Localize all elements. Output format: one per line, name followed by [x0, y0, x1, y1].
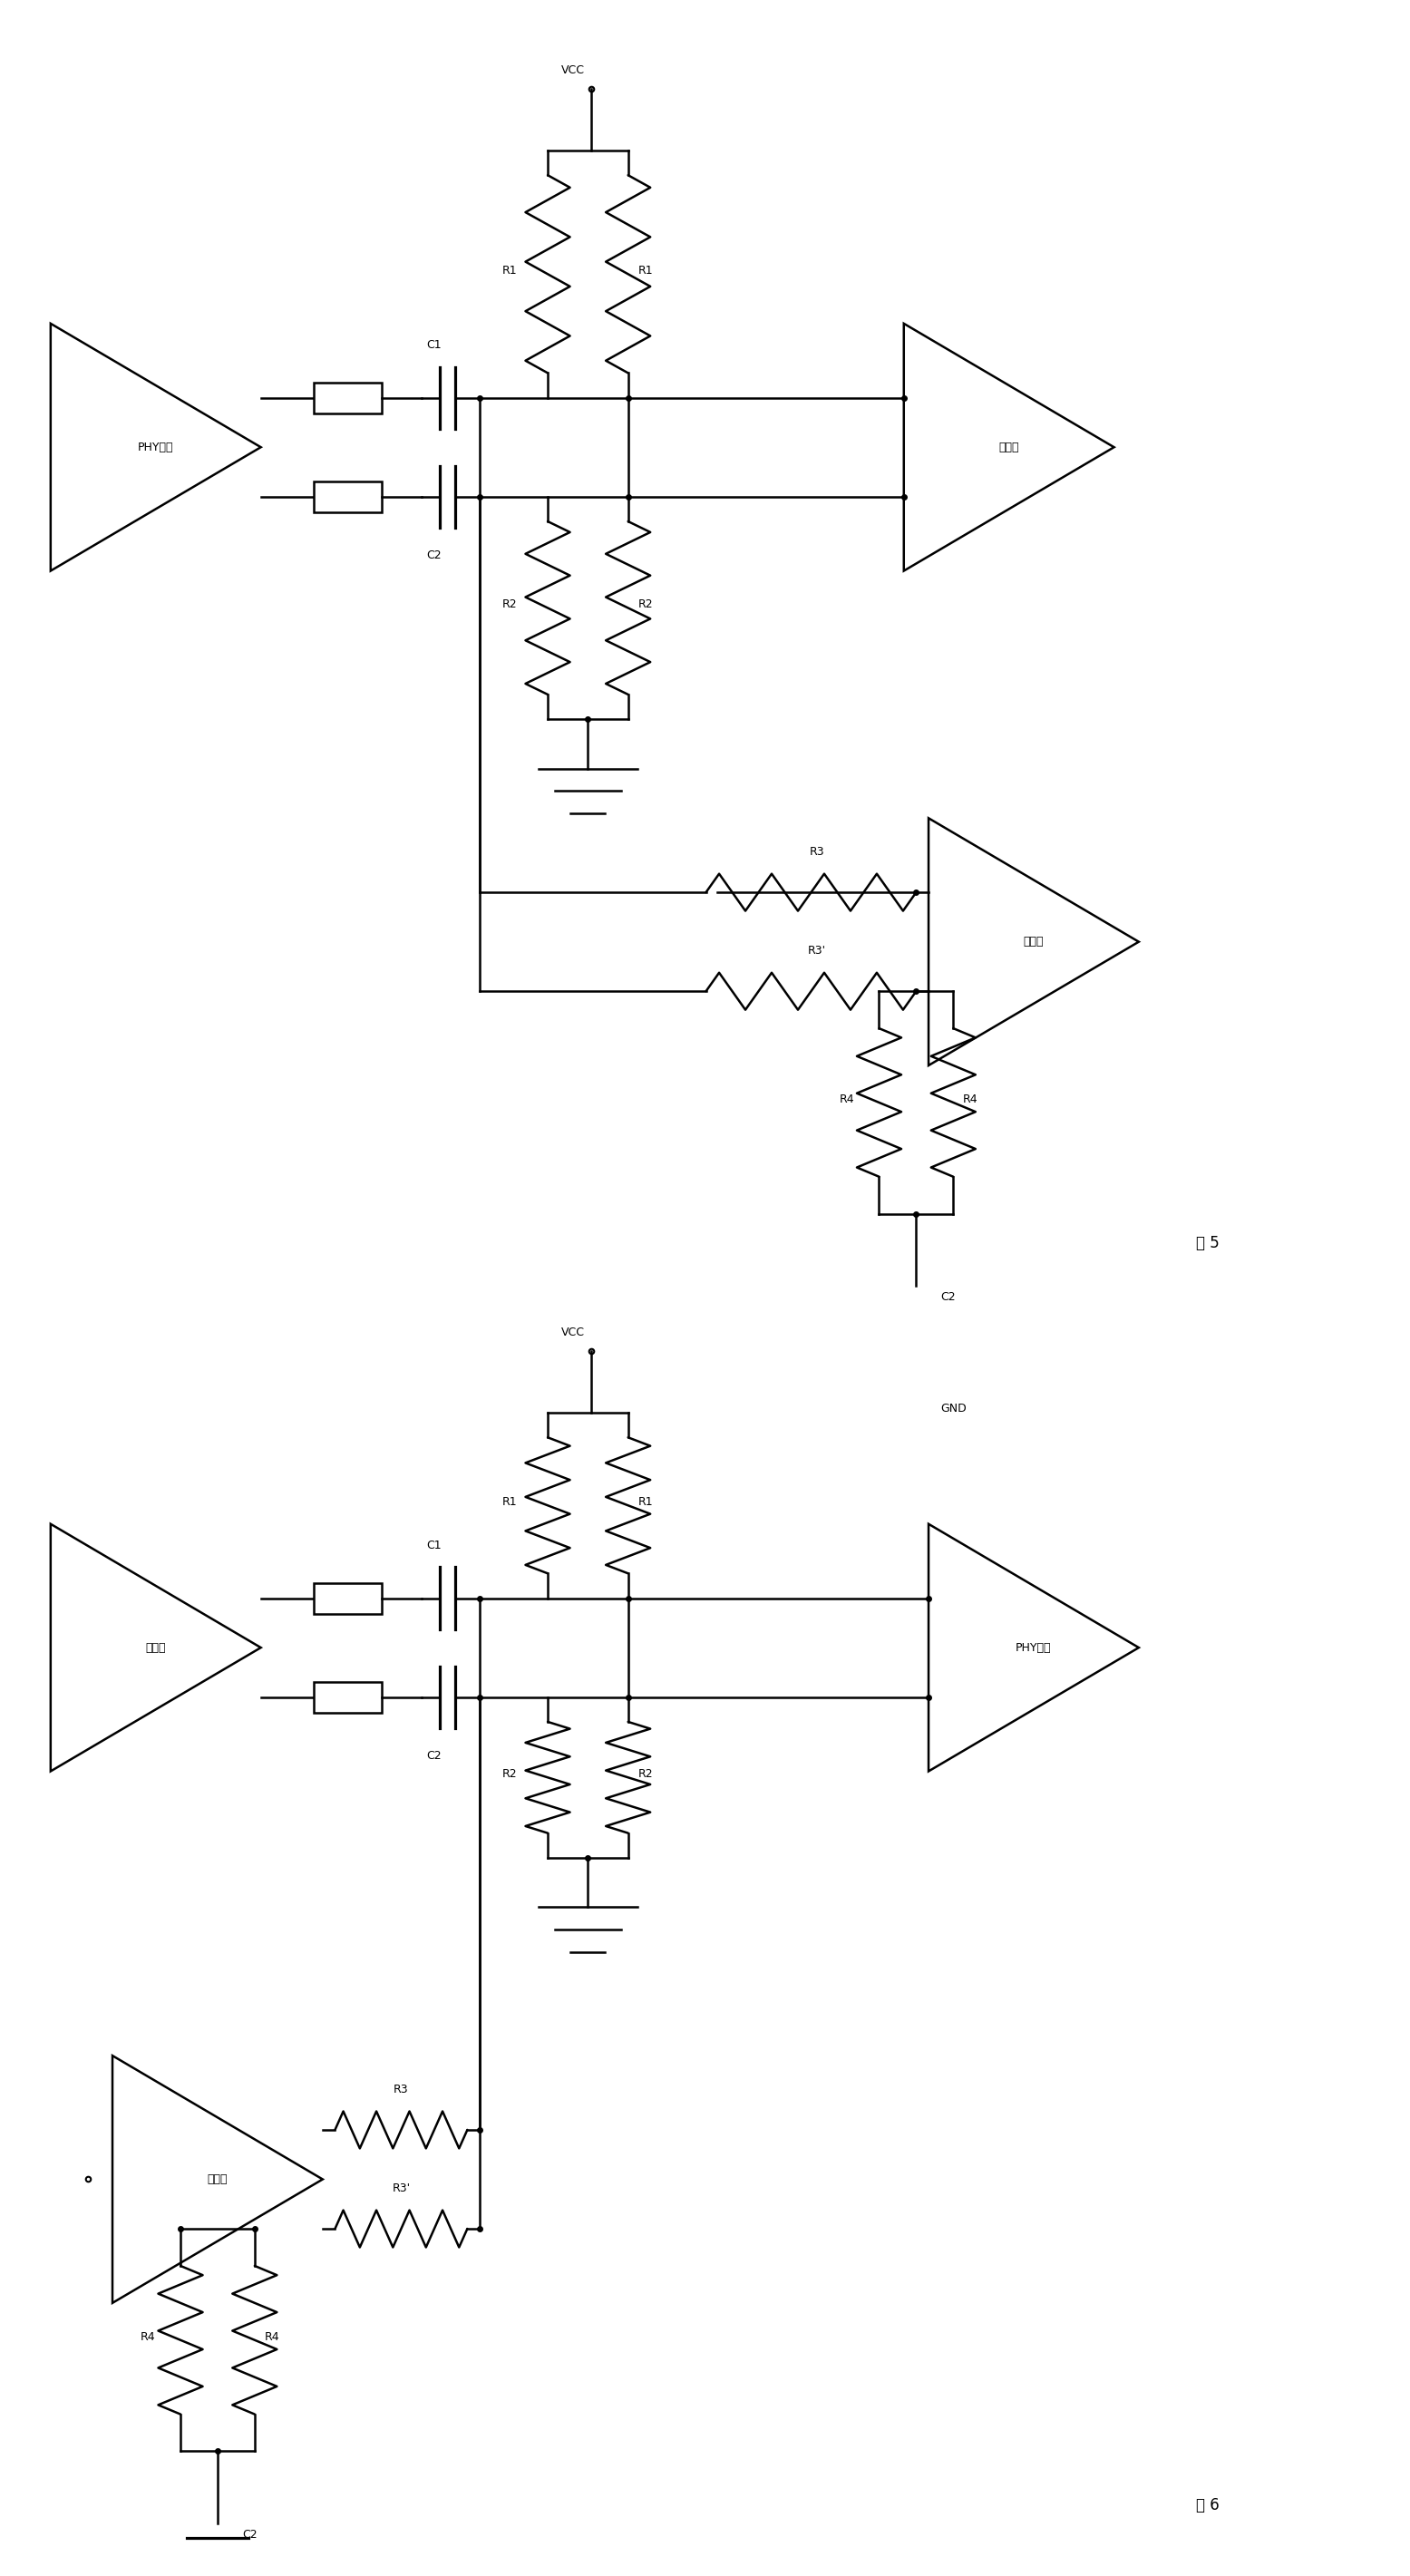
Text: R4: R4: [839, 1092, 854, 1105]
Text: GND: GND: [940, 1401, 967, 1414]
Text: R3: R3: [809, 845, 825, 858]
Text: PHY芯片: PHY芯片: [1015, 1641, 1052, 1654]
Text: R3': R3': [808, 945, 826, 956]
Text: 光模块: 光模块: [998, 440, 1019, 453]
Text: VCC: VCC: [561, 64, 585, 77]
Text: 图 6: 图 6: [1196, 2496, 1220, 2514]
Text: 图 5: 图 5: [1196, 1234, 1220, 1252]
Text: C2: C2: [426, 549, 441, 562]
Text: R1: R1: [637, 1497, 653, 1507]
Text: R3': R3': [392, 2182, 410, 2195]
Bar: [313, 1682, 381, 1713]
Text: C2: C2: [243, 2530, 258, 2540]
Text: R2: R2: [502, 598, 517, 611]
Text: R2: R2: [637, 598, 653, 611]
Text: C1: C1: [426, 1540, 441, 1551]
Text: R4: R4: [141, 2331, 155, 2342]
Text: R1: R1: [502, 265, 517, 276]
Text: VCC: VCC: [561, 1327, 585, 1340]
Text: R4: R4: [265, 2331, 279, 2342]
Text: R2: R2: [502, 1767, 517, 1780]
Text: R2: R2: [637, 1767, 653, 1780]
Text: C1: C1: [426, 340, 441, 350]
Text: R1: R1: [637, 265, 653, 276]
Text: 光模块: 光模块: [145, 1641, 166, 1654]
Bar: [313, 1582, 381, 1613]
Text: C2: C2: [940, 1291, 956, 1303]
Bar: [313, 482, 381, 513]
Text: PHY芯片: PHY芯片: [138, 440, 173, 453]
Text: R1: R1: [502, 1497, 517, 1507]
Text: 变压器: 变压器: [207, 2174, 228, 2184]
Text: 变压器: 变压器: [1024, 935, 1043, 948]
Text: R3: R3: [393, 2084, 409, 2094]
Bar: [313, 381, 381, 412]
Text: R4: R4: [963, 1092, 979, 1105]
Text: C2: C2: [426, 1749, 441, 1762]
